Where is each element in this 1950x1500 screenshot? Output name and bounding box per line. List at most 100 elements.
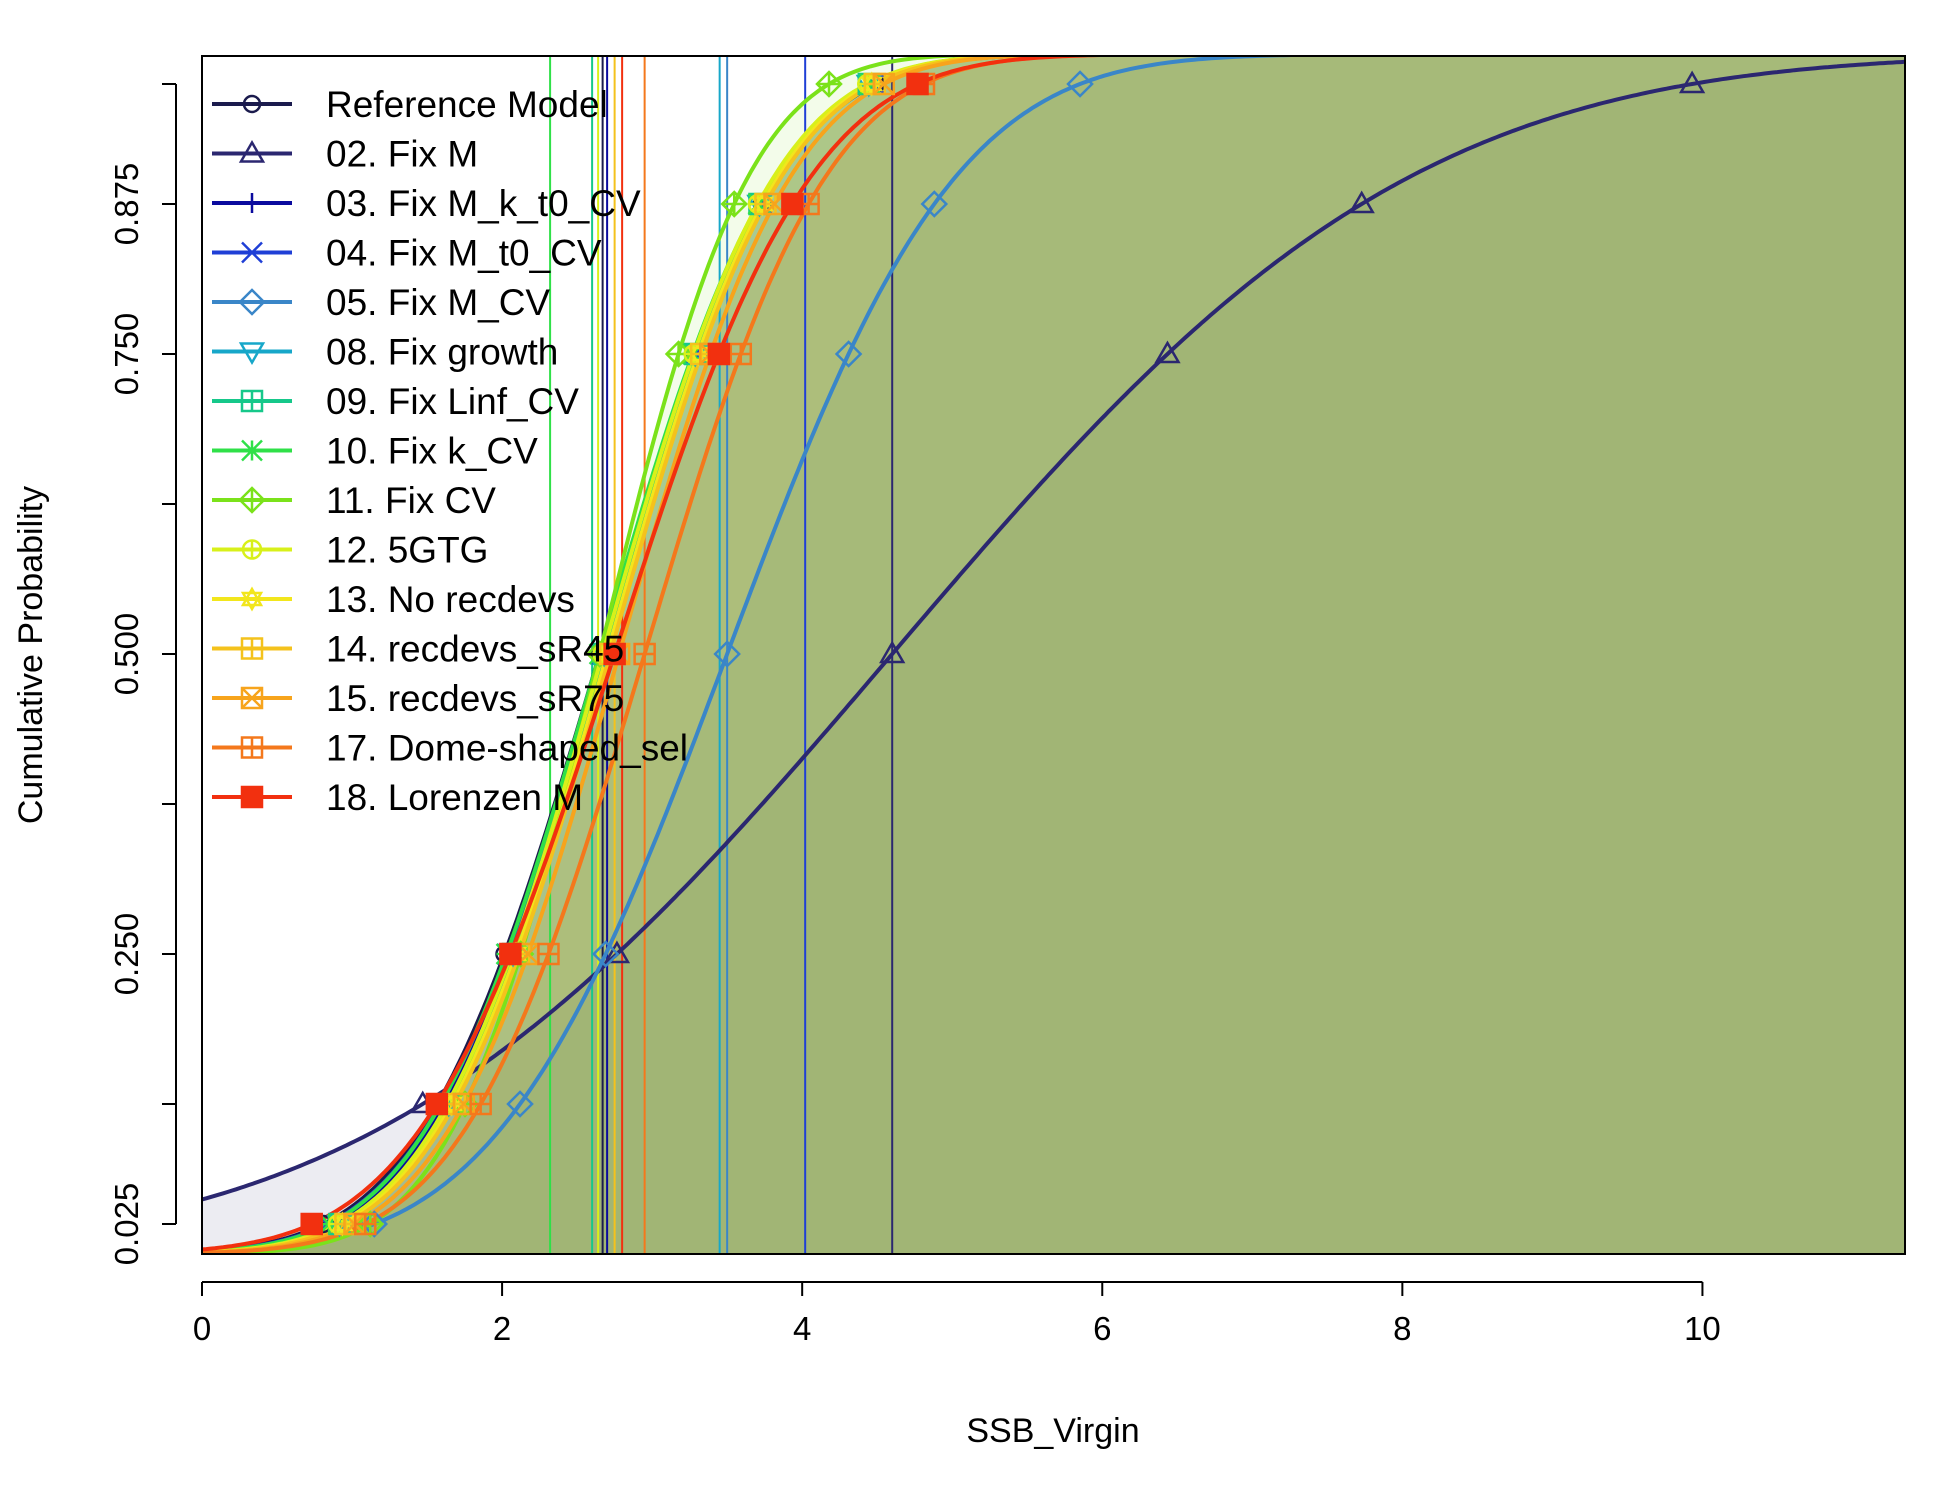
legend-item: 02. Fix M bbox=[212, 134, 478, 175]
data-point-marker bbox=[240, 785, 264, 809]
area-fill bbox=[202, 56, 1905, 1254]
x-tick-label: 0 bbox=[193, 1310, 211, 1347]
area-fill bbox=[202, 56, 1905, 1254]
legend-label: 09. Fix Linf_CV bbox=[326, 381, 579, 422]
area-fill bbox=[202, 56, 1905, 1254]
area-fill bbox=[202, 56, 1905, 1254]
legend-label: 17. Dome-shaped_sel bbox=[326, 728, 688, 769]
data-point-marker bbox=[729, 342, 753, 366]
area-fill bbox=[202, 56, 1905, 1254]
legend: Reference Model 02. Fix M 03. Fix M_k_t0_C… bbox=[212, 84, 688, 818]
x-tick-label: 8 bbox=[1393, 1310, 1411, 1347]
data-point-marker bbox=[720, 190, 749, 218]
data-point-marker bbox=[633, 642, 656, 666]
legend-label: 15. recdevs_sR75 bbox=[326, 678, 624, 719]
area-fill bbox=[202, 56, 1905, 1254]
y-tick-label: 0.500 bbox=[108, 613, 145, 696]
data-point-marker bbox=[238, 288, 266, 316]
data-point-marker bbox=[687, 341, 710, 367]
data-point-marker bbox=[506, 1090, 534, 1118]
data-point-marker bbox=[920, 190, 949, 218]
legend-label: 11. Fix CV bbox=[326, 480, 496, 521]
data-point-marker bbox=[707, 342, 731, 366]
legend-item: Reference Model bbox=[212, 84, 608, 125]
data-point-marker bbox=[860, 71, 883, 97]
series-line bbox=[202, 56, 1905, 1254]
y-tick-label: 0.750 bbox=[108, 313, 145, 396]
area-fill bbox=[202, 56, 1905, 1254]
area-fill bbox=[202, 61, 1905, 1254]
legend-label: 08. Fix growth bbox=[326, 332, 558, 373]
data-point-marker bbox=[242, 94, 262, 114]
series-line bbox=[202, 56, 1905, 1254]
data-point-marker bbox=[241, 439, 263, 462]
area-fill bbox=[202, 56, 1905, 1254]
data-point-marker bbox=[499, 942, 522, 966]
data-point-marker bbox=[238, 140, 266, 163]
data-point-marker bbox=[240, 736, 264, 759]
x-tick-label: 6 bbox=[1093, 1310, 1111, 1347]
legend-item: 13. No recdevs bbox=[212, 579, 575, 620]
legend-label: 03. Fix M_k_t0_CV bbox=[326, 183, 641, 224]
legend-label: 10. Fix k_CV bbox=[326, 431, 538, 472]
legend-item: 18. Lorenzen M bbox=[212, 777, 583, 818]
confidence-fills bbox=[202, 56, 1905, 1254]
data-point-marker bbox=[1066, 70, 1094, 98]
curve-markers bbox=[300, 70, 1706, 1238]
area-fill bbox=[202, 56, 1905, 1254]
data-point-marker bbox=[241, 539, 263, 560]
data-point-marker bbox=[603, 642, 626, 666]
area-fill bbox=[202, 56, 1905, 1254]
legend-item: 12. 5GTG bbox=[212, 530, 488, 571]
data-point-marker bbox=[713, 640, 741, 668]
legend-item: 04. Fix M_t0_CV bbox=[212, 233, 602, 274]
legend-item: 15. recdevs_sR75 bbox=[212, 678, 624, 719]
legend-item: 10. Fix k_CV bbox=[212, 431, 538, 472]
data-point-marker bbox=[240, 586, 264, 612]
data-point-marker bbox=[603, 940, 631, 964]
data-point-marker bbox=[354, 1212, 377, 1236]
axes: 0 2 4 6 8 10 0.025 0.250 0.500 0.750 0.875 bbox=[108, 83, 1721, 1347]
legend-label: 13. No recdevs bbox=[326, 579, 575, 620]
legend-item: 08. Fix growth bbox=[212, 332, 558, 373]
y-axis-title: Cumulative Probability bbox=[12, 486, 50, 824]
x-tick-label: 2 bbox=[493, 1310, 511, 1347]
data-point-marker bbox=[240, 389, 264, 413]
legend-item: 17. Dome-shaped_sel bbox=[212, 728, 688, 769]
area-fill bbox=[202, 56, 1905, 1254]
data-point-marker bbox=[751, 191, 774, 217]
legend-item: 09. Fix Linf_CV bbox=[212, 381, 579, 422]
series-line bbox=[202, 56, 1905, 1254]
legend-item: 03. Fix M_k_t0_CV bbox=[212, 183, 641, 224]
x-axis-title: SSB_Virgin bbox=[966, 1412, 1139, 1450]
legend-item: 05. Fix M_CV bbox=[212, 282, 550, 323]
series-line bbox=[202, 56, 1905, 1254]
legend-label: Reference Model bbox=[326, 84, 608, 125]
legend-label: 18. Lorenzen M bbox=[326, 777, 583, 818]
data-point-marker bbox=[238, 342, 266, 365]
x-tick-label: 4 bbox=[793, 1310, 811, 1347]
plot-frame bbox=[201, 55, 1906, 1255]
legend-label: 14. recdevs_sR45 bbox=[326, 629, 624, 670]
data-point-marker bbox=[591, 940, 620, 968]
legend-label: 05. Fix M_CV bbox=[326, 282, 550, 323]
area-fill bbox=[202, 56, 1905, 1254]
data-point-marker bbox=[815, 70, 843, 98]
data-point-marker bbox=[331, 1211, 354, 1237]
data-point-marker bbox=[1154, 340, 1181, 364]
data-point-marker bbox=[872, 72, 896, 96]
data-point-marker bbox=[238, 486, 266, 514]
data-point-marker bbox=[240, 637, 264, 660]
legend-item: 14. recdevs_sR45 bbox=[212, 629, 624, 670]
series-line bbox=[202, 56, 1905, 1254]
data-point-marker bbox=[1348, 190, 1375, 214]
y-tick-label: 0.250 bbox=[108, 913, 145, 996]
data-point-marker bbox=[906, 72, 929, 96]
data-point-marker bbox=[1678, 70, 1706, 94]
x-tick-label: 10 bbox=[1684, 1310, 1721, 1347]
y-tick-label: 0.875 bbox=[108, 163, 145, 246]
legend-label: 02. Fix M bbox=[326, 134, 478, 175]
data-point-marker bbox=[879, 640, 906, 664]
data-point-marker bbox=[469, 1092, 492, 1116]
